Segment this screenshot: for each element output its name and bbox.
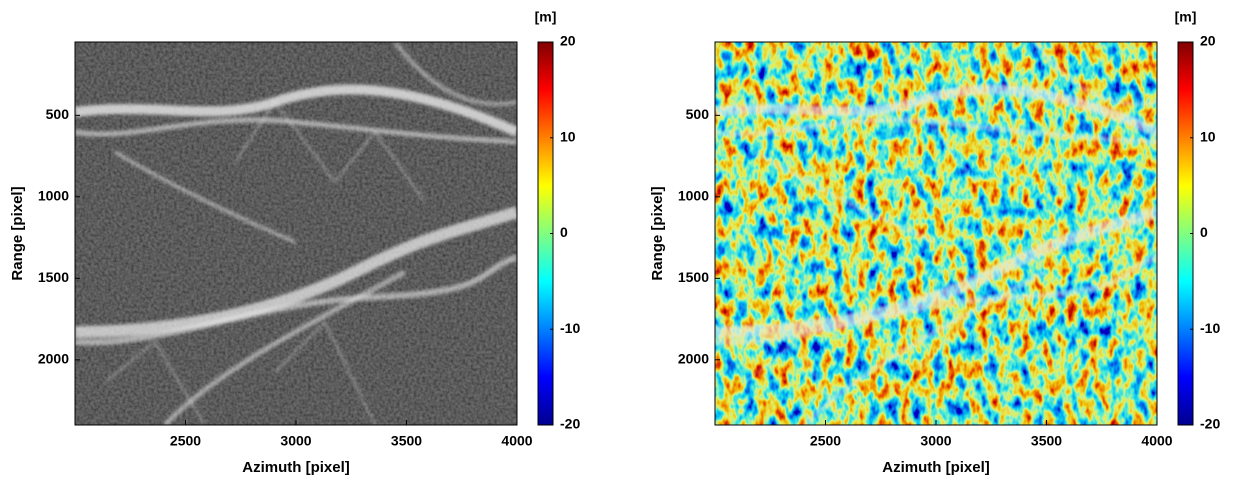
y-tick-label: 2000 bbox=[38, 351, 69, 367]
image bbox=[75, 42, 517, 425]
colorbar-tick-label: 10 bbox=[560, 128, 576, 144]
x-tick-label: 2500 bbox=[810, 433, 841, 449]
colorbar-label: [m] bbox=[535, 9, 557, 25]
y-tick-label: 1500 bbox=[678, 269, 709, 285]
x-axis-label: Azimuth [pixel] bbox=[242, 459, 350, 476]
colorbar-tick-label: 10 bbox=[1200, 128, 1216, 144]
colorbar-tick-label: -20 bbox=[1200, 416, 1220, 432]
y-tick-label: 1000 bbox=[678, 188, 709, 204]
x-tick-label: 3000 bbox=[280, 433, 311, 449]
y-tick-label: 500 bbox=[46, 106, 70, 122]
colorbar-tick-label: 20 bbox=[560, 33, 576, 49]
x-tick-label: 3000 bbox=[920, 433, 951, 449]
y-tick-label: 1000 bbox=[38, 188, 69, 204]
x-tick-label: 3500 bbox=[391, 433, 422, 449]
y-tick-label: 1500 bbox=[38, 269, 69, 285]
figure: 2500300035004000500100015002000Azimuth [… bbox=[0, 0, 1235, 479]
x-tick-label: 3500 bbox=[1031, 433, 1062, 449]
y-axis-label: Range [pixel] bbox=[649, 186, 666, 280]
colorbar-tick-label: 0 bbox=[1200, 224, 1208, 240]
x-tick-label: 4000 bbox=[1141, 433, 1172, 449]
x-tick-label: 4000 bbox=[501, 433, 532, 449]
colorbar-tick-label: -10 bbox=[1200, 320, 1220, 336]
y-axis-label: Range [pixel] bbox=[9, 186, 26, 280]
y-tick-label: 2000 bbox=[678, 351, 709, 367]
colorbar-tick-label: 0 bbox=[560, 224, 568, 240]
colorbar-tick-label: -10 bbox=[560, 320, 580, 336]
colorbar-label: [m] bbox=[1175, 9, 1197, 25]
x-axis-label: Azimuth [pixel] bbox=[882, 459, 990, 476]
y-tick-label: 500 bbox=[686, 106, 710, 122]
x-tick-label: 2500 bbox=[170, 433, 201, 449]
colorbar-tick-label: 20 bbox=[1200, 33, 1216, 49]
colorbar-tick-label: -20 bbox=[560, 416, 580, 432]
image bbox=[715, 42, 1157, 425]
